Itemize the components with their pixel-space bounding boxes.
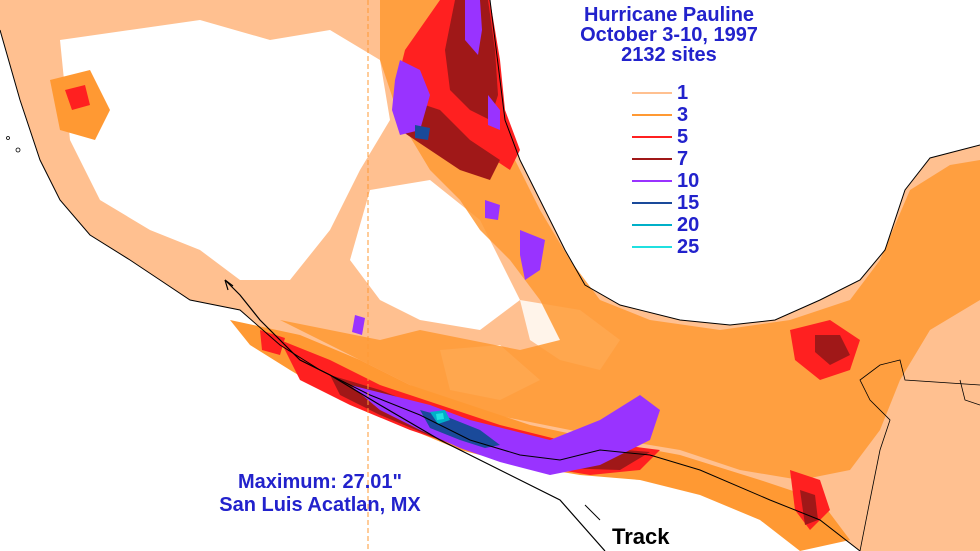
legend-item: 20 — [632, 214, 722, 236]
dry-interior — [60, 20, 390, 280]
gulf-coast-outline — [489, 0, 980, 326]
pacific-coast-outline — [0, 29, 861, 551]
band-10-north — [392, 0, 500, 135]
legend-label: 10 — [677, 170, 700, 192]
legend-label: 15 — [677, 192, 700, 214]
dry-interior-2 — [350, 180, 520, 330]
guatemala-border — [859, 359, 980, 551]
legend-label: 20 — [677, 214, 700, 236]
track-pointer — [584, 504, 601, 521]
legend-swatch — [632, 136, 672, 138]
legend-item: 3 — [632, 104, 722, 126]
maximum-value: Maximum: 27.01" — [238, 471, 402, 493]
band-7-east — [800, 335, 850, 525]
legend-swatch — [632, 180, 672, 182]
map-site-count: 2132 sites — [621, 44, 717, 66]
maximum-location: San Luis Acatlan, MX — [219, 494, 421, 516]
legend-item: 1 — [632, 82, 722, 104]
legend-label: 5 — [677, 126, 689, 148]
band-15-coast — [415, 125, 500, 448]
legend-item: 15 — [632, 192, 722, 214]
band-25-coast — [436, 413, 444, 420]
legend-swatch — [632, 224, 672, 226]
band-5-east — [790, 320, 860, 530]
legend-label: 1 — [677, 82, 689, 104]
legend-item: 5 — [632, 126, 722, 148]
island — [6, 136, 10, 140]
legend-label: 7 — [677, 148, 689, 170]
track-label: Track — [612, 524, 670, 549]
legend-item: 10 — [632, 170, 722, 192]
legend-label: 25 — [677, 236, 700, 258]
legend-item: 7 — [632, 148, 722, 170]
legend-swatch — [632, 158, 672, 160]
map-date-range: October 3-10, 1997 — [580, 24, 758, 46]
legend-swatch — [632, 114, 672, 116]
hurricane-track — [224, 279, 606, 551]
legend-label: 3 — [677, 104, 689, 126]
legend-item: 25 — [632, 236, 722, 258]
legend-swatch — [632, 92, 672, 94]
island — [15, 147, 21, 153]
belize-border — [959, 379, 980, 406]
legend-swatch — [632, 202, 672, 204]
track-arrowhead — [224, 279, 234, 291]
band-10-coast — [350, 385, 660, 475]
map-title: Hurricane Pauline — [583, 4, 755, 26]
legend-swatch — [632, 246, 672, 248]
